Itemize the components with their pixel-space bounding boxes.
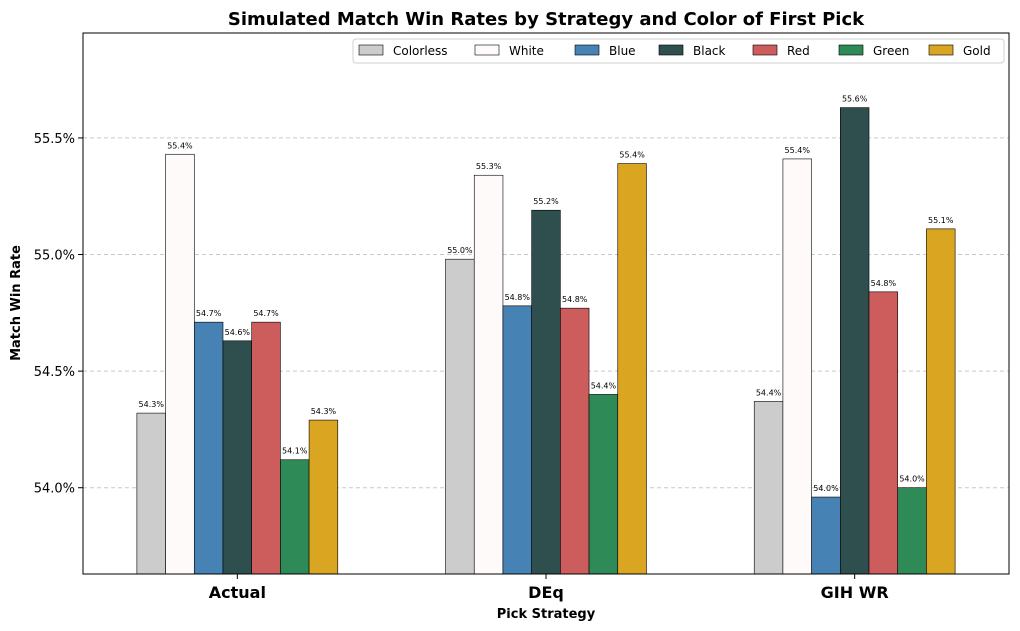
data-label-gold-2: 55.1%: [928, 216, 954, 225]
bar-white-2: [782, 158, 812, 575]
legend-label-green: Green: [873, 44, 909, 58]
data-label-black-2: 55.6%: [842, 95, 868, 104]
data-label-white-1: 55.3%: [476, 162, 502, 171]
legend-label-white: White: [509, 44, 544, 58]
bar-green-2: [897, 487, 927, 575]
y-tick-label-3: 55.5%: [34, 132, 75, 147]
bar-black-1: [531, 209, 561, 575]
bar-white-0: [165, 153, 195, 575]
data-label-blue-2: 54.0%: [813, 484, 839, 493]
bar-red-1: [560, 307, 590, 575]
bar-black-2: [840, 107, 870, 575]
bar-blue-1: [502, 305, 532, 575]
legend-swatch-white: [474, 44, 500, 56]
bar-colorless-2: [753, 401, 784, 575]
legend-label-blue: Blue: [609, 44, 636, 58]
data-label-colorless-0: 54.3%: [139, 400, 165, 409]
data-label-green-1: 54.4%: [591, 381, 617, 390]
data-label-green-2: 54.0%: [899, 475, 925, 484]
data-label-white-0: 55.4%: [167, 141, 193, 150]
x-axis-label: Pick Strategy: [497, 607, 596, 622]
y-tick-label-1: 54.5%: [34, 365, 75, 380]
data-label-colorless-2: 54.4%: [756, 388, 782, 397]
bar-blue-2: [811, 496, 841, 575]
data-label-blue-1: 54.8%: [505, 293, 531, 302]
bar-gold-2: [926, 228, 956, 575]
legend-swatch-green: [838, 44, 864, 56]
bar-green-0: [280, 459, 310, 575]
x-tick-label-0: Actual: [209, 583, 266, 602]
bar-red-0: [251, 321, 281, 575]
bar-blue-0: [193, 321, 224, 575]
legend-label-colorless: Colorless: [393, 44, 448, 58]
data-labels: 54.3% 55.4% 54.7% 54.6% 54.7% 54.1% 54.3% 55.0%…: [139, 95, 954, 493]
data-label-green-0: 54.1%: [282, 447, 308, 456]
data-label-blue-0: 54.7%: [196, 309, 222, 318]
legend-swatch-red: [752, 44, 778, 56]
data-label-red-2: 54.8%: [871, 279, 897, 288]
bar-black-0: [222, 340, 252, 575]
bar-red-2: [868, 291, 899, 575]
x-tick-label-2: GIH WR: [821, 583, 889, 602]
legend-swatch-gold: [928, 44, 954, 56]
bar-white-1: [473, 174, 504, 575]
x-tick-label-1: DEq: [528, 583, 564, 602]
y-axis-ticks: 54.0% 54.5% 55.0% 55.5%: [34, 132, 83, 497]
legend-label-gold: Gold: [963, 44, 991, 58]
data-label-black-0: 54.6%: [225, 328, 251, 337]
legend-swatch-black: [658, 44, 684, 56]
bar-green-1: [588, 394, 619, 575]
data-label-white-2: 55.4%: [785, 146, 811, 155]
chart-title: Simulated Match Win Rates by Strategy an…: [228, 9, 865, 30]
data-label-red-1: 54.8%: [562, 295, 588, 304]
data-label-gold-1: 55.4%: [619, 151, 645, 160]
legend-swatch-colorless: [358, 44, 384, 56]
y-tick-label-0: 54.0%: [34, 482, 75, 497]
data-label-black-1: 55.2%: [533, 197, 559, 206]
bar-gold-0: [308, 419, 339, 575]
legend-label-black: Black: [693, 44, 726, 58]
y-tick-label-2: 55.0%: [34, 249, 75, 264]
bars: [136, 107, 956, 575]
legend-swatch-blue: [574, 44, 600, 56]
legend: Colorless White Blue Black Red Green Gold: [352, 38, 1005, 64]
bar-colorless-1: [445, 258, 475, 575]
x-axis-ticks: Actual DEq GIH WR: [209, 574, 889, 602]
bar-colorless-0: [136, 412, 166, 575]
legend-label-red: Red: [787, 44, 810, 58]
data-label-gold-0: 54.3%: [311, 407, 337, 416]
y-axis-label: Match Win Rate: [9, 245, 24, 361]
data-label-colorless-1: 55.0%: [447, 246, 473, 255]
data-label-red-0: 54.7%: [253, 309, 279, 318]
bar-gold-1: [617, 163, 647, 575]
